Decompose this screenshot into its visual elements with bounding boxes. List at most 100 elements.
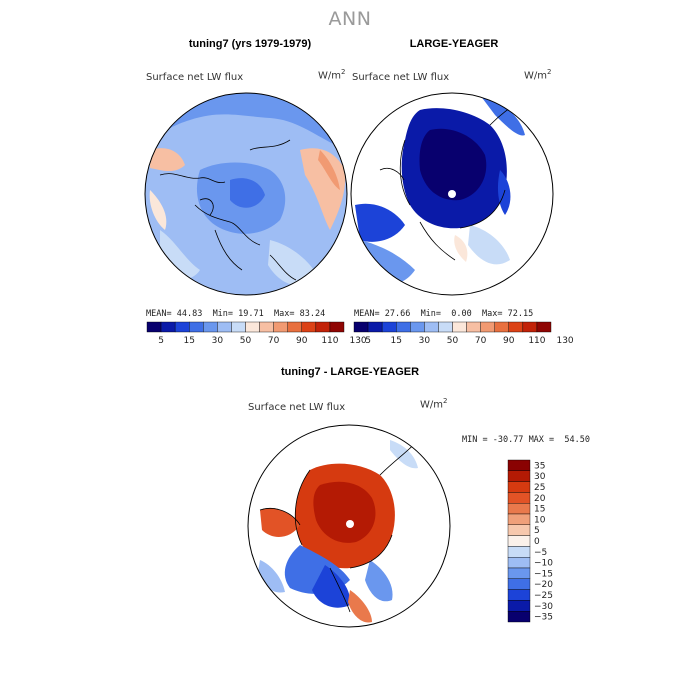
- panel1-variable: Surface net LW flux: [146, 72, 244, 83]
- panel1-stats: MEAN= 44.83 Min= 19.71 Max= 83.24: [146, 309, 326, 319]
- panel2-variable: Surface net LW flux: [352, 72, 450, 83]
- panel3-colorbar-tick-label: 5: [534, 526, 540, 536]
- panel1-warm-patch-west: [150, 148, 185, 172]
- panel3-colorbar-tick-label: −20: [534, 580, 553, 590]
- panel1-colorbar-swatch: [259, 321, 274, 333]
- panel3-colorbar-swatch: [507, 600, 531, 612]
- panel2-units: W/m2: [524, 68, 552, 82]
- panel2-colorbar-swatch: [522, 321, 538, 333]
- panel2-colorbar-swatch: [452, 321, 467, 333]
- panel1-units: W/m2: [318, 68, 346, 82]
- panel2-colorbar-swatch: [508, 321, 524, 333]
- panel3-colorbar-swatch: [507, 492, 531, 504]
- panel3-colorbar-tick-label: −15: [534, 569, 553, 579]
- panel2-colorbar-tick-label: 70: [475, 336, 487, 346]
- panel3-negative-core: [312, 565, 351, 608]
- panel1-colorbar-swatch: [231, 321, 246, 333]
- panel2-colorbar-swatch: [410, 321, 425, 333]
- panel1-colorbar-swatch: [174, 321, 190, 333]
- panel3-colorbar-swatch: [507, 557, 531, 569]
- panel2-colorbar-swatch: [466, 321, 481, 333]
- panel2-colorbar-swatch: [494, 321, 509, 333]
- panel3-coastal-positive: [348, 590, 372, 623]
- panel3-units: W/m2: [420, 397, 448, 411]
- figure-title: ANN: [328, 8, 372, 30]
- panel3-pacific-positive: [260, 508, 300, 537]
- panel3-colorbar-tick-label: −10: [534, 559, 553, 569]
- panel3-colorbar-tick-label: −25: [534, 591, 553, 601]
- panel3-colorbar-tick-label: 10: [534, 515, 546, 525]
- panel3-pole-hole: [346, 520, 354, 528]
- panel3-arctic-core: [313, 481, 376, 543]
- panel1-colorbar-swatch: [203, 321, 218, 333]
- panel3-stats: MIN = -30.77 MAX = 54.50: [462, 435, 590, 445]
- panel3-colorbar-tick-label: 35: [534, 461, 545, 471]
- panel2-colorbar-swatch: [424, 321, 439, 333]
- panel1-colorbar-tick-label: 15: [183, 336, 194, 346]
- panel2-atlantic-inflow: [480, 95, 525, 136]
- panel2-pole-hole: [448, 190, 456, 198]
- panel2-colorbar-tick-label: 15: [390, 336, 401, 346]
- panel2-stats: MEAN= 27.66 Min= 0.00 Max= 72.15: [354, 309, 534, 319]
- panel3-colorbar-swatch: [507, 524, 531, 536]
- panel2-coastlines: [379, 99, 523, 261]
- panel3-colorbar-tick-label: −5: [534, 548, 547, 558]
- panel1-colorbar-swatch: [217, 321, 232, 333]
- panel1-coastlines: [159, 139, 297, 281]
- panel2-colorbar-tick-label: 50: [447, 336, 459, 346]
- panel1-colorbar-swatch: [301, 321, 317, 333]
- panel3-colorbar-swatch: [507, 513, 531, 526]
- panel3-map: [248, 425, 450, 627]
- panel3-colorbar-tick-label: −35: [534, 613, 553, 623]
- panel2-colorbar-tick-label: 110: [528, 336, 545, 346]
- panel3-colorbar-tick-label: 30: [534, 472, 546, 482]
- panel1-colorbar-swatch: [146, 321, 162, 333]
- panel1-colorbar-tick-label: 90: [296, 336, 308, 346]
- panel1-title: tuning7 (yrs 1979-1979): [188, 38, 312, 50]
- panel1-neutral-strip: [149, 190, 167, 230]
- panel3-colorbar-swatch: [507, 470, 531, 482]
- panel2-colorbar-swatch: [367, 321, 383, 333]
- panel2-neutral-patch: [454, 235, 468, 262]
- panel3-colorbar-swatch: [507, 578, 531, 590]
- panel1-colorbar-swatch: [329, 321, 345, 333]
- panel3-colorbar-tick-label: 20: [534, 494, 546, 504]
- panel1-warm-core-east: [318, 150, 340, 190]
- panel1-colorbar-swatch: [245, 321, 260, 333]
- panel2-arctic-core: [419, 128, 487, 201]
- panel2-colorbar-swatch: [381, 321, 397, 333]
- panel3-colorbar-tick-label: −30: [534, 602, 553, 612]
- panel1-colorbar: 5 15 30 50 70 90 110 130: [146, 321, 367, 346]
- panel3-atlantic-light: [390, 440, 418, 469]
- panel3-colorbar-tick-label: 25: [534, 483, 545, 493]
- panel1-map: [145, 93, 347, 295]
- panel2-barents-light: [468, 225, 510, 265]
- panel1-map-border: [144, 92, 348, 296]
- panel1-colorbar-tick-label: 110: [321, 336, 338, 346]
- panel3-map-border: [247, 424, 451, 628]
- panel1-colorbar-swatch: [315, 321, 331, 333]
- panel2-colorbar-tick-label: 90: [503, 336, 515, 346]
- panel3-colorbar-swatch: [507, 503, 531, 515]
- panel2-colorbar-tick-label: 30: [419, 336, 431, 346]
- panel3-colorbar-swatch: [507, 535, 531, 547]
- panel1-colorbar-tick-label: 30: [212, 336, 224, 346]
- panel3-title: tuning7 - LARGE-YEAGER: [280, 366, 420, 378]
- panel3-colorbar-tick-label: 15: [534, 505, 545, 515]
- panel2-map: [351, 93, 553, 295]
- panel1-atlantic-sector: [145, 93, 347, 150]
- panel3-colorbar-swatch: [507, 546, 531, 558]
- panel2-colorbar-swatch: [396, 321, 411, 333]
- panel2-colorbar: 5 15 30 50 70 90 110 130: [353, 321, 574, 346]
- panel2-colorbar-swatch: [353, 321, 369, 333]
- panel1-colorbar-swatch: [189, 321, 204, 333]
- panel1-warm-patch-east: [300, 148, 346, 230]
- panel1-colorbar-swatch: [273, 321, 288, 333]
- panel1-colorbar-tick-label: 5: [158, 336, 164, 346]
- panel3-variable: Surface net LW flux: [248, 402, 346, 413]
- panel1-colorbar-swatch: [160, 321, 176, 333]
- panel3-colorbar-swatch: [507, 611, 531, 623]
- panel1-colorbar-tick-label: 50: [240, 336, 252, 346]
